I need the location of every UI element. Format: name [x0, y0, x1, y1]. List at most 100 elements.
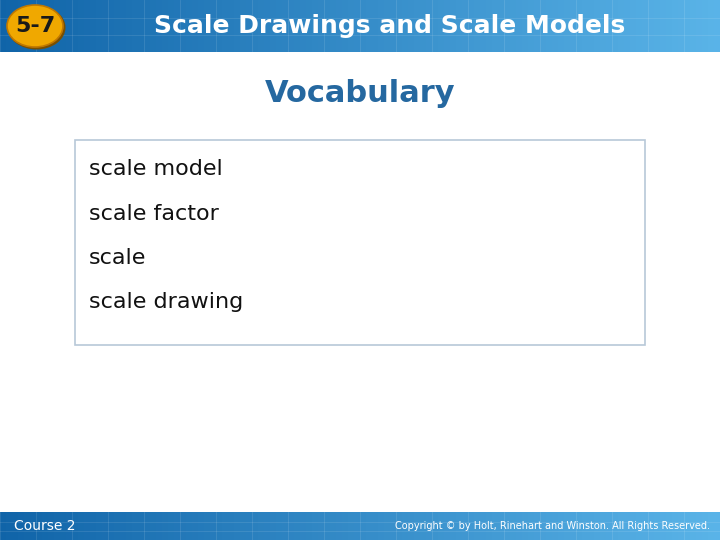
Bar — [420, 512, 426, 540]
Bar — [216, 512, 222, 540]
Bar — [126, 0, 132, 52]
Bar — [288, 512, 294, 540]
Bar — [672, 0, 678, 52]
Bar — [384, 512, 390, 540]
Bar — [264, 512, 271, 540]
Bar — [600, 0, 606, 52]
Bar — [642, 512, 649, 540]
Bar — [114, 512, 120, 540]
Bar — [498, 0, 505, 52]
Bar — [210, 512, 217, 540]
Bar — [660, 0, 667, 52]
Bar — [492, 0, 498, 52]
Bar — [252, 512, 258, 540]
Bar — [336, 512, 343, 540]
Bar — [606, 0, 613, 52]
Bar — [714, 0, 720, 52]
Bar — [480, 512, 487, 540]
Bar — [246, 512, 253, 540]
Text: Vocabulary: Vocabulary — [265, 79, 455, 109]
Bar — [552, 0, 559, 52]
Bar — [714, 512, 720, 540]
Bar — [30, 512, 37, 540]
Bar — [546, 0, 552, 52]
Bar — [438, 512, 444, 540]
Bar — [84, 0, 91, 52]
Bar — [54, 0, 60, 52]
Text: Scale Drawings and Scale Models: Scale Drawings and Scale Models — [154, 14, 626, 38]
Bar — [24, 0, 30, 52]
Bar — [582, 0, 588, 52]
Bar — [378, 512, 384, 540]
Bar — [654, 512, 660, 540]
Bar — [150, 512, 156, 540]
Bar — [24, 512, 30, 540]
Bar — [0, 0, 6, 52]
Bar — [390, 0, 397, 52]
Bar — [696, 0, 703, 52]
Bar — [138, 0, 145, 52]
Bar — [168, 512, 174, 540]
Bar — [492, 512, 498, 540]
Bar — [468, 0, 474, 52]
Bar — [114, 0, 120, 52]
Bar — [102, 512, 109, 540]
Bar — [462, 0, 469, 52]
Bar — [42, 0, 48, 52]
Bar — [78, 0, 84, 52]
Bar — [582, 512, 588, 540]
Bar — [294, 512, 300, 540]
Bar — [690, 512, 696, 540]
Bar — [450, 512, 456, 540]
Bar — [174, 512, 181, 540]
Bar — [444, 0, 451, 52]
Bar — [102, 0, 109, 52]
Bar — [408, 512, 415, 540]
Bar — [702, 512, 708, 540]
Bar — [600, 512, 606, 540]
Bar — [348, 512, 354, 540]
Bar — [618, 0, 624, 52]
Bar — [312, 512, 318, 540]
Ellipse shape — [7, 5, 66, 50]
Bar — [690, 0, 696, 52]
Bar — [198, 512, 204, 540]
Bar — [402, 0, 408, 52]
Bar — [570, 0, 577, 52]
Bar — [6, 512, 12, 540]
Bar — [576, 0, 582, 52]
Bar — [120, 512, 127, 540]
Bar — [420, 0, 426, 52]
Bar — [312, 0, 318, 52]
Bar — [564, 512, 570, 540]
Bar — [540, 0, 546, 52]
Bar — [330, 0, 336, 52]
Bar — [342, 512, 348, 540]
Bar — [90, 512, 96, 540]
Bar — [396, 0, 402, 52]
Bar — [120, 0, 127, 52]
Bar — [390, 512, 397, 540]
Bar — [636, 0, 642, 52]
Ellipse shape — [7, 5, 63, 47]
Bar — [648, 0, 654, 52]
Bar — [666, 0, 672, 52]
Bar — [0, 512, 6, 540]
Bar — [342, 0, 348, 52]
Bar — [36, 512, 42, 540]
Bar — [564, 0, 570, 52]
Bar — [0, 52, 720, 512]
Bar — [54, 512, 60, 540]
Bar — [642, 0, 649, 52]
Text: scale: scale — [89, 248, 146, 268]
Bar — [282, 0, 289, 52]
Bar — [186, 0, 192, 52]
Bar — [678, 0, 685, 52]
Bar — [138, 512, 145, 540]
Bar — [588, 0, 595, 52]
Bar — [252, 0, 258, 52]
Bar — [318, 512, 325, 540]
Bar — [168, 0, 174, 52]
Bar — [234, 512, 240, 540]
Bar — [192, 0, 199, 52]
